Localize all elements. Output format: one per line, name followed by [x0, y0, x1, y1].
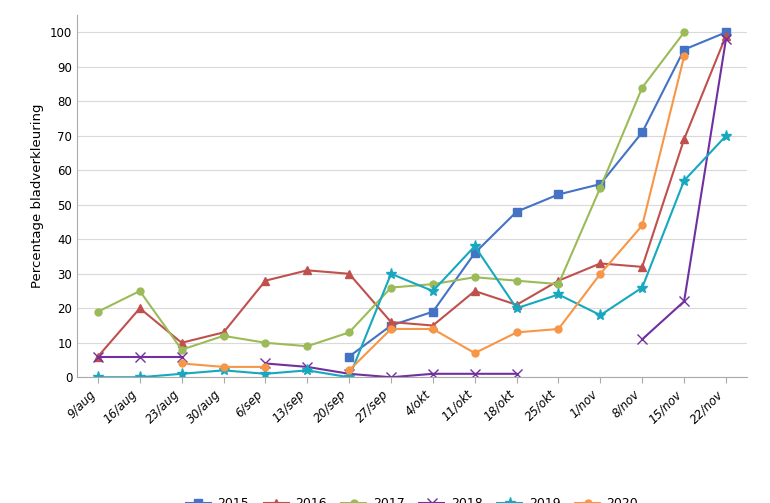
2016 [136, 305, 145, 311]
2017 [136, 288, 145, 294]
2020 [219, 364, 228, 370]
Line: 2015: 2015 [345, 28, 730, 361]
2017 [344, 329, 353, 336]
2019 [638, 285, 647, 291]
2016 [219, 329, 228, 336]
2016 [303, 267, 312, 273]
2019 [512, 305, 521, 311]
2016 [93, 354, 102, 360]
2019 [177, 371, 186, 377]
2019 [261, 371, 270, 377]
2017 [177, 347, 186, 353]
2018 [177, 354, 186, 360]
Y-axis label: Percentage bladverkleuring: Percentage bladverkleuring [32, 104, 45, 288]
2017 [596, 185, 605, 191]
2015 [679, 47, 688, 53]
2019 [387, 271, 396, 277]
2017 [554, 281, 563, 287]
2017 [303, 343, 312, 349]
2020 [177, 361, 186, 367]
2017 [219, 333, 228, 339]
2016 [596, 261, 605, 267]
Line: 2016: 2016 [94, 32, 730, 361]
2020 [261, 364, 270, 370]
Line: 2019: 2019 [92, 130, 732, 383]
2016 [344, 271, 353, 277]
2017 [638, 85, 647, 91]
2019 [679, 178, 688, 184]
2019 [721, 133, 731, 139]
2017 [93, 309, 102, 315]
2019 [303, 367, 312, 373]
2018 [93, 354, 102, 360]
2017 [512, 278, 521, 284]
2019 [596, 312, 605, 318]
2019 [470, 243, 480, 249]
2016 [261, 278, 270, 284]
2016 [387, 319, 396, 325]
2019 [219, 367, 228, 373]
2017 [679, 29, 688, 35]
2017 [470, 274, 480, 280]
2016 [638, 264, 647, 270]
2016 [470, 288, 480, 294]
2019 [93, 374, 102, 380]
2015 [554, 192, 563, 198]
Line: 2018: 2018 [93, 352, 186, 362]
2016 [428, 322, 437, 328]
2015 [428, 309, 437, 315]
2016 [679, 136, 688, 142]
2017 [261, 340, 270, 346]
Legend: 2015, 2016, 2017, 2018, 2019, 2020: 2015, 2016, 2017, 2018, 2019, 2020 [181, 492, 643, 503]
2019 [136, 374, 145, 380]
Line: 2020: 2020 [178, 360, 269, 370]
2015 [596, 181, 605, 187]
2017 [387, 285, 396, 291]
2019 [554, 291, 563, 297]
2017 [428, 281, 437, 287]
2016 [721, 33, 731, 39]
2018 [136, 354, 145, 360]
2015 [470, 250, 480, 256]
2015 [512, 209, 521, 215]
2016 [554, 278, 563, 284]
2016 [177, 340, 186, 346]
2016 [512, 302, 521, 308]
Line: 2017: 2017 [95, 29, 688, 353]
2015 [638, 129, 647, 135]
2015 [344, 354, 353, 360]
2015 [721, 29, 731, 35]
2015 [387, 322, 396, 328]
2019 [428, 288, 437, 294]
2019 [344, 374, 353, 380]
